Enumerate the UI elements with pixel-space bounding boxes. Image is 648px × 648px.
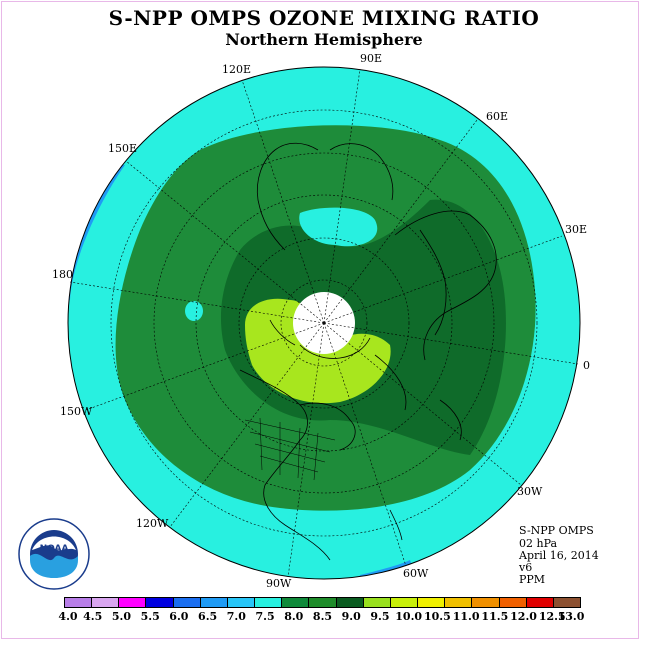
- map-subtitle: Northern Hemisphere: [225, 30, 423, 49]
- hemisphere-outline: [67, 66, 581, 580]
- colorbar-segment: [146, 598, 174, 607]
- lon-label-90w: 90W: [266, 577, 292, 590]
- colorbar-tick-label: 8.5: [312, 610, 333, 623]
- colorbar-segment: [526, 598, 554, 607]
- colorbar: [64, 597, 581, 608]
- colorbar-segment: [499, 598, 527, 607]
- lon-label-30e: 30E: [565, 223, 588, 236]
- lon-label-0: 0: [583, 359, 590, 372]
- map-title: S-NPP OMPS OZONE MIXING RATIO: [108, 6, 540, 30]
- us-state-borders: [244, 417, 336, 481]
- lon-label-150e: 150E: [108, 142, 138, 155]
- noaa-logo: NOAA: [18, 518, 90, 590]
- lon-label-90e: 90E: [360, 52, 383, 65]
- version-label: v6: [519, 561, 533, 574]
- colorbar-segment: [92, 598, 120, 607]
- graticule: [69, 68, 579, 578]
- colorbar-segment: [336, 598, 364, 607]
- outer-band-dot: [185, 301, 203, 321]
- colorbar-segment: [472, 598, 500, 607]
- colorbar-ticks: 4.0 4.5 5.0 5.5 6.0 6.5 7.0 7.5 8.0 8.5 9.0 9.5 10.0…: [58, 610, 584, 624]
- units-label: PPM: [519, 573, 546, 586]
- colorbar-tick-label: 5.0: [111, 610, 132, 623]
- colorbar-segment: [445, 598, 473, 607]
- colorbar-tick-label: 4.5: [83, 610, 103, 623]
- page-frame: [1, 1, 639, 639]
- coastlines: [239, 142, 497, 561]
- colorbar-tick-label: 7.0: [226, 610, 246, 623]
- colorbar-tick-label: 12.0: [510, 610, 537, 623]
- colorbar-tick-label: 4.0: [58, 610, 78, 623]
- colorbar-tick-label: 10.5: [423, 610, 451, 623]
- colorbar-tick-label: 6.5: [198, 610, 218, 623]
- outer-band-pocket: [299, 207, 378, 247]
- colorbar-segment: [227, 598, 256, 607]
- colorbar-segment: [363, 598, 391, 607]
- date-label: April 16, 2014: [519, 549, 599, 562]
- colorbar-segment: [200, 598, 228, 607]
- colorbar-segment: [173, 598, 201, 607]
- lon-label-150w: 150W: [60, 405, 93, 418]
- lon-label-60e: 60E: [486, 110, 509, 123]
- lon-label-60w: 60W: [403, 567, 429, 580]
- noaa-logo-text: NOAA: [40, 544, 69, 554]
- colorbar-segment: [390, 598, 419, 607]
- colorbar-segment: [418, 598, 446, 607]
- colorbar-tick-label: 9.0: [341, 610, 361, 623]
- colorbar-segment: [282, 598, 310, 607]
- colorbar-segment: [119, 598, 147, 607]
- colorbar-tick-label: 12.5: [538, 610, 566, 623]
- instrument-label: S-NPP OMPS: [519, 524, 594, 537]
- colorbar-tick-label: 8.0: [284, 610, 304, 623]
- lon-label-30w: 30W: [517, 485, 543, 498]
- colorbar-tick-label: 7.5: [255, 610, 275, 623]
- colorbar-tick-label: 6.0: [169, 610, 189, 623]
- lon-label-120e: 120E: [222, 63, 252, 76]
- colorbar-tick-label: 9.5: [370, 610, 390, 623]
- colorbar-segment: [553, 598, 580, 607]
- colorbar-tick-label: 13.0: [557, 610, 585, 623]
- colorbar-tick-label: 10.0: [395, 610, 423, 623]
- colorbar-segment: [255, 598, 283, 607]
- colorbar-segment: [309, 598, 337, 607]
- lon-label-180: 180: [52, 268, 73, 281]
- colorbar-tick-label: 5.5: [140, 610, 160, 623]
- colorbar-segment: [65, 598, 93, 607]
- colorbar-tick-label: 11.5: [481, 610, 509, 623]
- pressure-label: 02 hPa: [519, 537, 558, 550]
- colorbar-tick-label: 11.0: [452, 610, 480, 623]
- lon-label-120w: 120W: [136, 517, 169, 530]
